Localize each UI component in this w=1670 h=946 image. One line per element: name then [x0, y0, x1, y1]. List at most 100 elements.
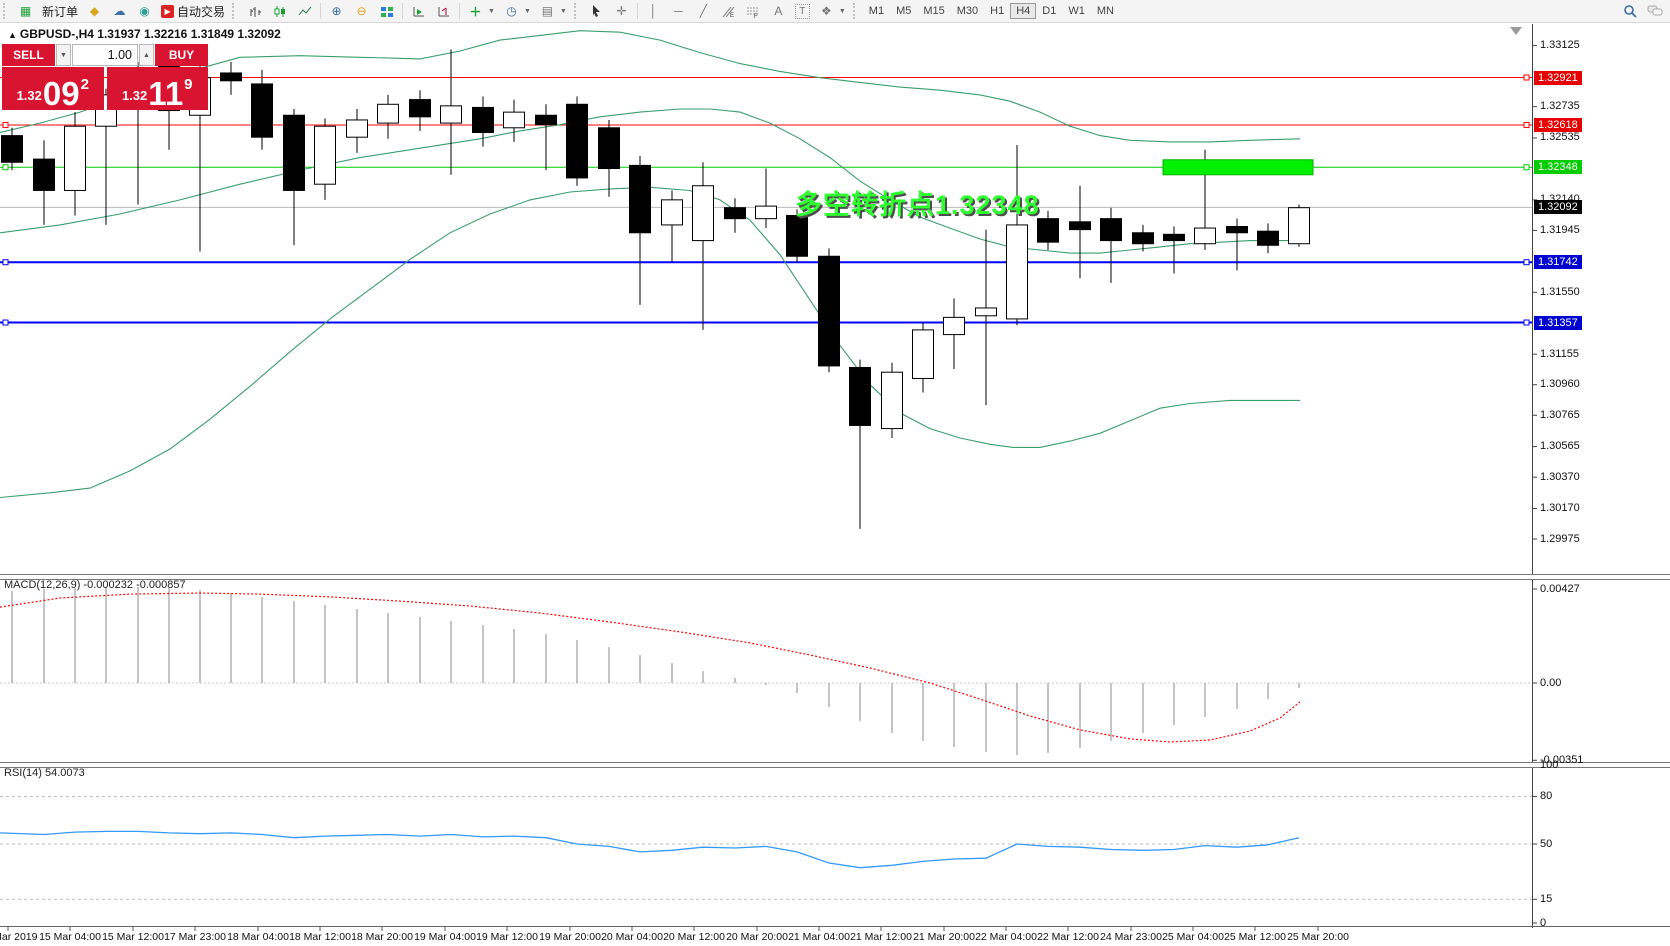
- new-order-label: 新订单: [42, 4, 79, 19]
- line-handle[interactable]: [2, 164, 9, 171]
- buy-button[interactable]: BUY: [155, 44, 208, 66]
- one-click-trading-panel: SELL ▼ 1.00 ▲ BUY 1.32 09 2 1.32 11 9: [2, 44, 208, 110]
- tab-timeframe-w1[interactable]: W1: [1068, 5, 1085, 17]
- volume-input[interactable]: 1.00: [72, 44, 138, 66]
- templates-button[interactable]: ▤ ▼: [535, 1, 571, 21]
- publish-chart-button[interactable]: ☁: [107, 1, 132, 21]
- tile-windows-button[interactable]: [374, 1, 399, 21]
- search-icon[interactable]: [1622, 3, 1639, 20]
- candle: [881, 371, 903, 430]
- bar-chart-button[interactable]: [242, 1, 267, 21]
- candle: [220, 72, 242, 82]
- text-label-button[interactable]: T: [791, 1, 814, 21]
- rsi-panel-splitter[interactable]: [0, 762, 1670, 768]
- price-tick-label: 1.33125: [1540, 39, 1580, 52]
- trendline-button[interactable]: ╱: [691, 1, 716, 21]
- line-handle[interactable]: [1523, 74, 1530, 81]
- chevron-down-icon: ▼: [838, 7, 846, 15]
- volume-decrease-button[interactable]: ▼: [56, 44, 71, 66]
- toolbar-separator: [459, 3, 461, 19]
- line-chart-button[interactable]: [292, 1, 317, 21]
- auto-scroll-button[interactable]: [406, 1, 431, 21]
- main-toolbar: ▦ 新订单 ◆ ☁ ◉ ▶ 自动交易 ⊕ ⊖ ＋ ▼ ◷ ▼ ▤ ▼: [0, 0, 1670, 23]
- tab-timeframe-h1[interactable]: H1: [990, 5, 1005, 17]
- chevron-down-icon: ▼: [60, 51, 67, 59]
- volume-increase-button[interactable]: ▲: [139, 44, 154, 66]
- price-tick-label: 1.31945: [1540, 223, 1580, 236]
- equidistant-channel-icon: E: [720, 3, 737, 20]
- tab-timeframe-mn[interactable]: MN: [1096, 5, 1114, 17]
- tab-timeframe-h4[interactable]: H4: [1010, 3, 1037, 19]
- candle: [786, 215, 808, 257]
- time-tick-label: 24 Mar 23:00: [1100, 931, 1162, 943]
- price-line-badge: 1.32921: [1534, 70, 1582, 85]
- auto-trading-label: 自动交易: [177, 4, 226, 19]
- publish-chart-icon: ☁: [113, 4, 126, 18]
- text-icon: A: [774, 4, 783, 18]
- vertical-line-button[interactable]: │: [641, 1, 666, 21]
- time-tick-label: 20 Mar 20:00: [726, 931, 788, 943]
- tab-timeframe-m5[interactable]: M5: [896, 5, 912, 17]
- signals-button[interactable]: ◉: [132, 1, 157, 21]
- sell-button[interactable]: SELL: [2, 44, 55, 66]
- periods-button[interactable]: ◷ ▼: [499, 1, 535, 21]
- candle: [409, 99, 431, 118]
- fibonacci-button[interactable]: F: [741, 1, 766, 21]
- candlestick-chart-button[interactable]: [267, 1, 292, 21]
- tab-timeframe-d1[interactable]: D1: [1042, 5, 1057, 17]
- candle: [661, 199, 683, 226]
- indicators-button[interactable]: ＋ ▼: [463, 1, 499, 21]
- line-handle[interactable]: [1523, 121, 1530, 128]
- ch art-shift-button[interactable]: [431, 1, 456, 21]
- cursor-button[interactable]: [584, 1, 609, 21]
- candle: [724, 207, 746, 220]
- candle: [849, 366, 871, 426]
- time-tick-label: 25 Mar 04:00: [1162, 931, 1224, 943]
- horizontal-line-button[interactable]: ─: [666, 1, 691, 21]
- time-tick-label: 15 Mar 04:00: [39, 931, 101, 943]
- price-line-badge: 1.32092: [1534, 200, 1582, 215]
- cursor-icon: [588, 3, 605, 20]
- crosshair-button[interactable]: ✛: [609, 1, 634, 21]
- auto-trading-button[interactable]: ▶ 自动交易: [157, 1, 229, 21]
- channel-button[interactable]: E: [716, 1, 741, 21]
- buy-price-main: 11: [148, 74, 184, 112]
- macd-panel[interactable]: [0, 587, 1532, 755]
- toolbar-grip: [573, 3, 581, 19]
- line-handle[interactable]: [2, 259, 9, 266]
- line-handle[interactable]: [2, 319, 9, 326]
- profiles-button[interactable]: ◆: [82, 1, 107, 21]
- candle: [1100, 218, 1122, 242]
- line-handle[interactable]: [2, 121, 9, 128]
- new-chart-button[interactable]: ▦: [13, 1, 38, 21]
- main-chart[interactable]: [0, 30, 1532, 529]
- chat-icon[interactable]: [1647, 3, 1664, 20]
- line-handle[interactable]: [1523, 259, 1530, 266]
- price-tick-label: 1.31155: [1540, 347, 1579, 360]
- chevron-up-icon: ▲: [143, 51, 150, 59]
- tab-timeframe-m15[interactable]: M15: [923, 5, 945, 17]
- tab-timeframe-m30[interactable]: M30: [956, 5, 979, 17]
- new-order-button[interactable]: 新订单: [38, 1, 82, 21]
- candle: [1163, 233, 1185, 242]
- time-tick-label: 21 Mar 20:00: [913, 931, 975, 943]
- arrows-button[interactable]: ❖ ▼: [814, 1, 850, 21]
- price-tick-label: 1.30960: [1540, 378, 1580, 391]
- zoom-out-button[interactable]: ⊖: [349, 1, 374, 21]
- rsi-panel[interactable]: [0, 796, 1532, 900]
- time-tick-label: 20 Mar 12:00: [663, 931, 725, 943]
- highlight-zone-rect[interactable]: [1162, 159, 1314, 176]
- scroll-end-marker-icon[interactable]: [1510, 27, 1522, 35]
- sell-price[interactable]: 1.32 09 2: [2, 67, 104, 110]
- zoom-in-button[interactable]: ⊕: [324, 1, 349, 21]
- tab-timeframe-m1[interactable]: M1: [868, 5, 885, 17]
- buy-price[interactable]: 1.32 11 9: [106, 67, 208, 112]
- text-tool-button[interactable]: A: [766, 1, 791, 21]
- macd-panel-splitter[interactable]: [0, 574, 1670, 580]
- buy-price-pipette: 9: [184, 76, 193, 93]
- candle: [1, 135, 23, 163]
- line-handle[interactable]: [1523, 319, 1530, 326]
- line-handle[interactable]: [1523, 164, 1530, 171]
